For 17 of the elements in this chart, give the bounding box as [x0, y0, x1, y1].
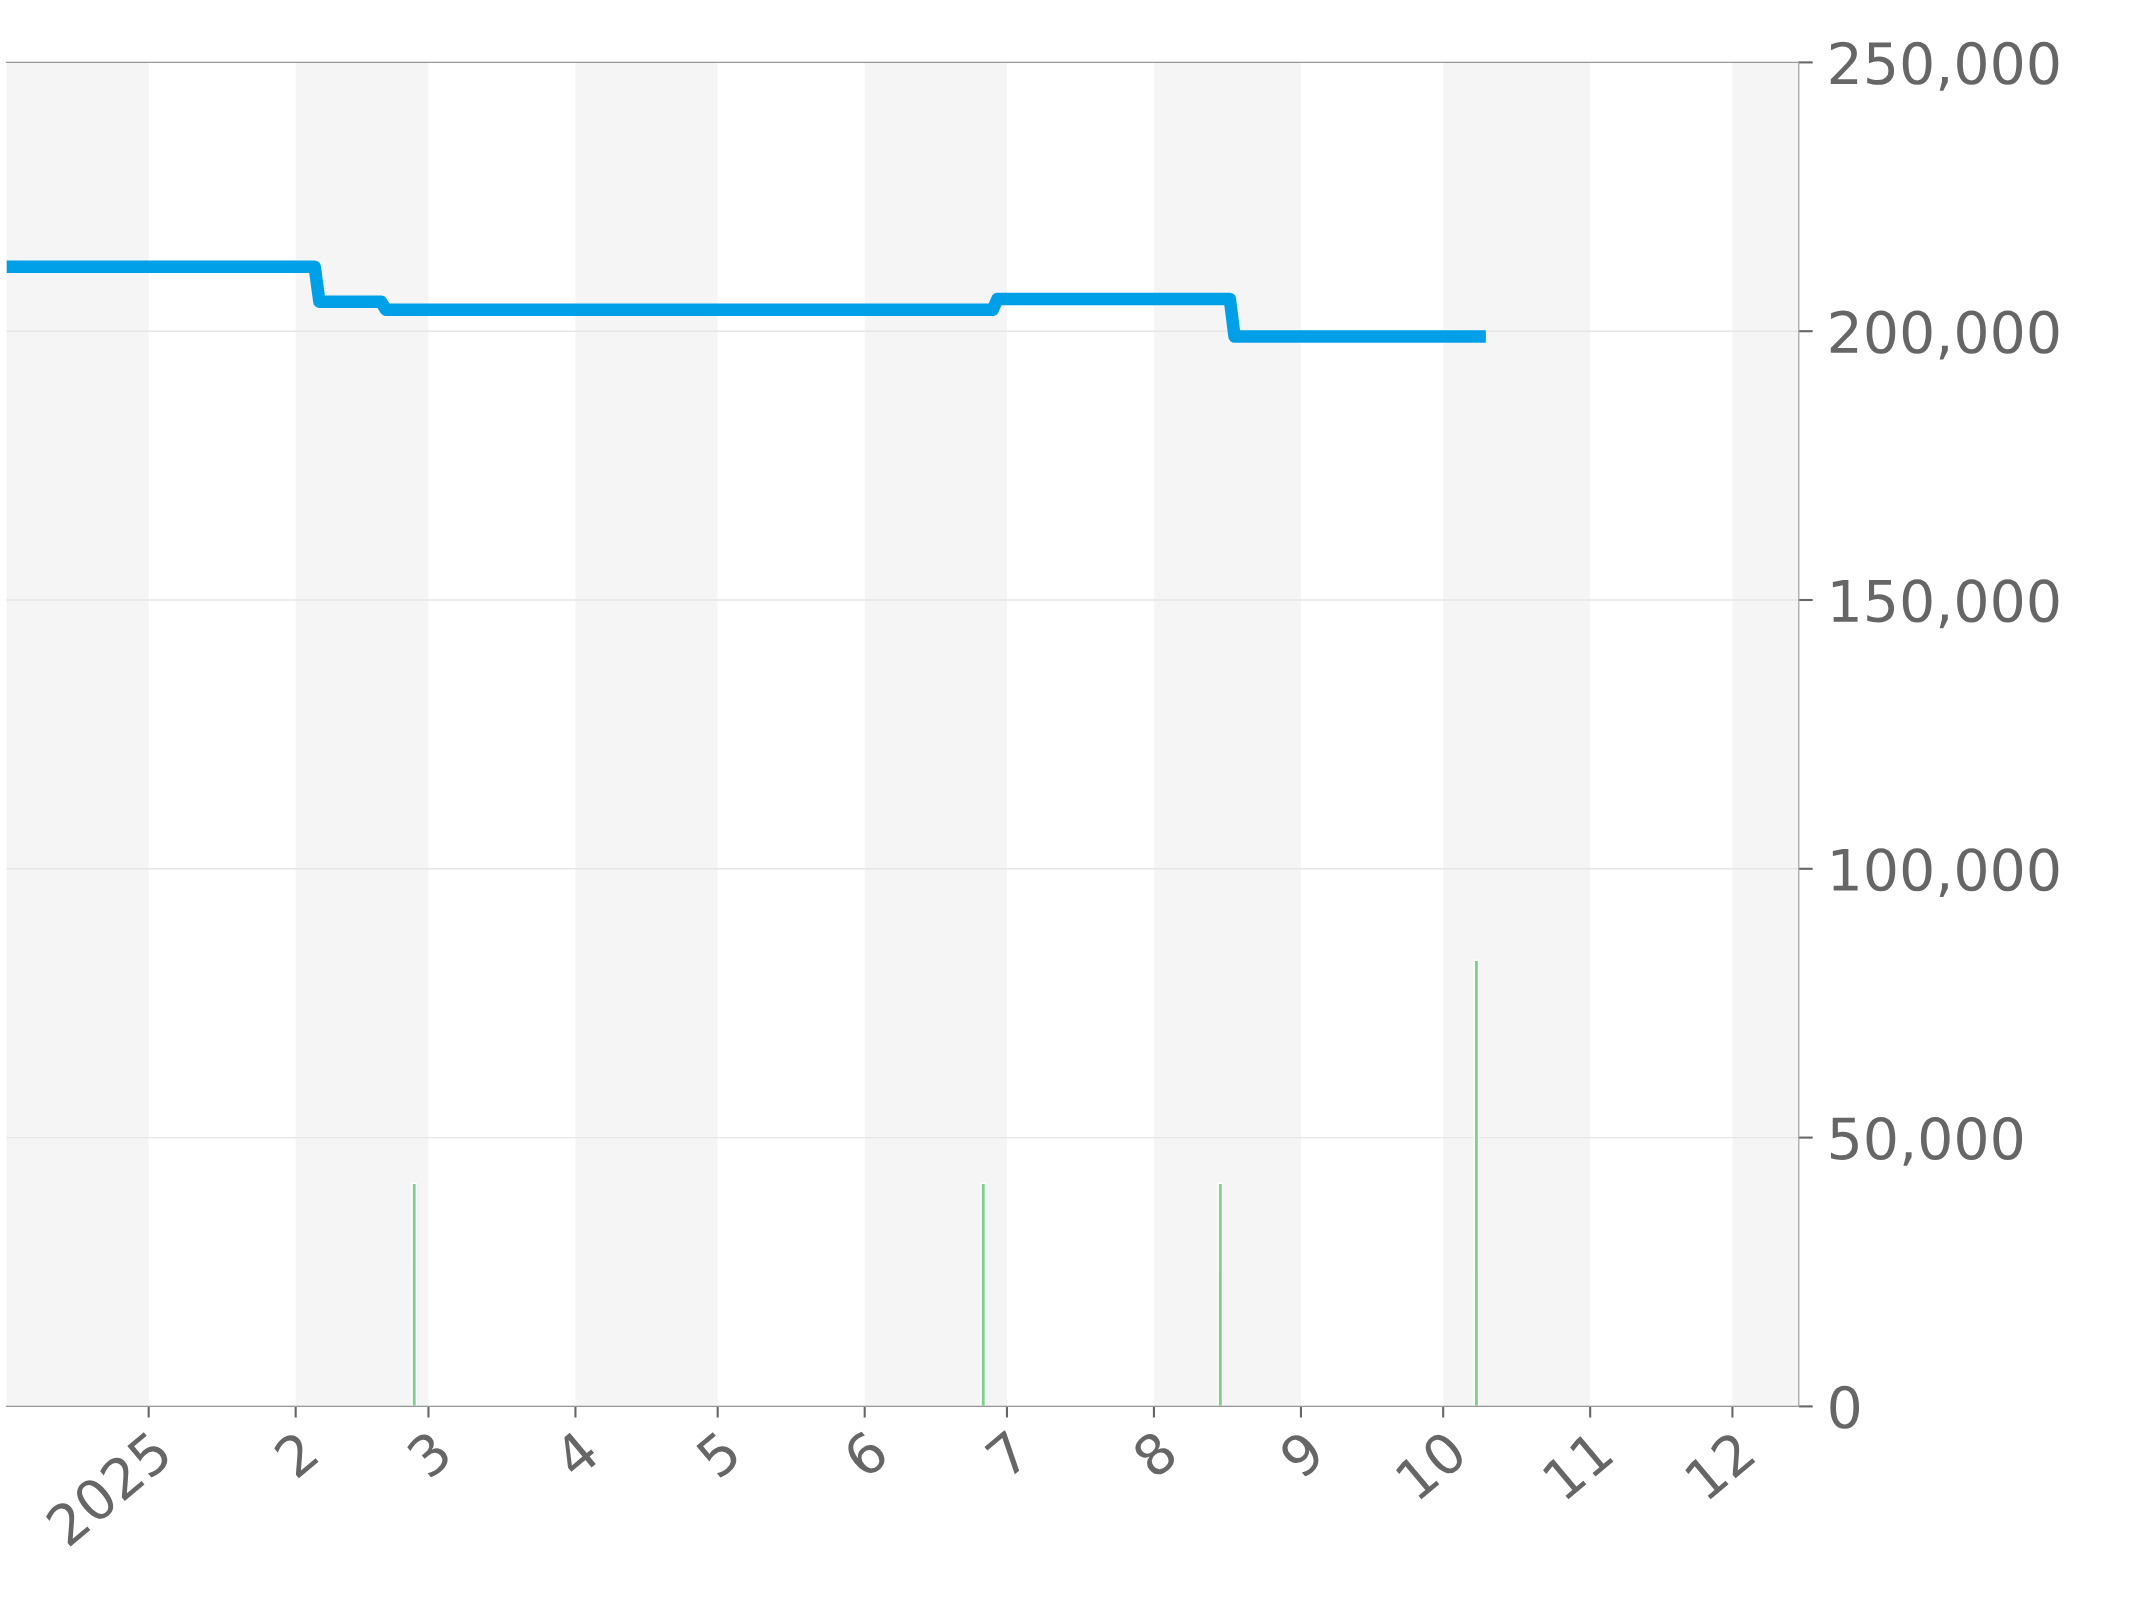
y-tick-label: 200,000 [1830, 310, 2059, 360]
x-tick-label: 2 [272, 1430, 319, 1479]
y-tick-label: 250,000 [1830, 41, 2059, 91]
x-tick-label: 7 [984, 1430, 1031, 1478]
x-tick-label: 12 [1683, 1430, 1756, 1500]
y-tick-label: 100,000 [1832, 848, 2059, 898]
y-tick-label: 150,000 [1832, 579, 2059, 629]
x-tick-label: 6 [841, 1428, 890, 1480]
x-tick-label: 9 [1277, 1429, 1326, 1480]
x-tick-label: 3 [405, 1429, 453, 1479]
x-tick-label: 4 [551, 1429, 601, 1480]
x-tick-label: 8 [1130, 1429, 1179, 1480]
y-tick-label: 0 [1830, 1385, 1860, 1429]
x-tick-label: 11 [1541, 1430, 1614, 1500]
x-tick-label: 10 [1394, 1428, 1468, 1501]
y-tick-label: 50,000 [1830, 1116, 2023, 1166]
x-tick-label: 5 [695, 1430, 742, 1479]
